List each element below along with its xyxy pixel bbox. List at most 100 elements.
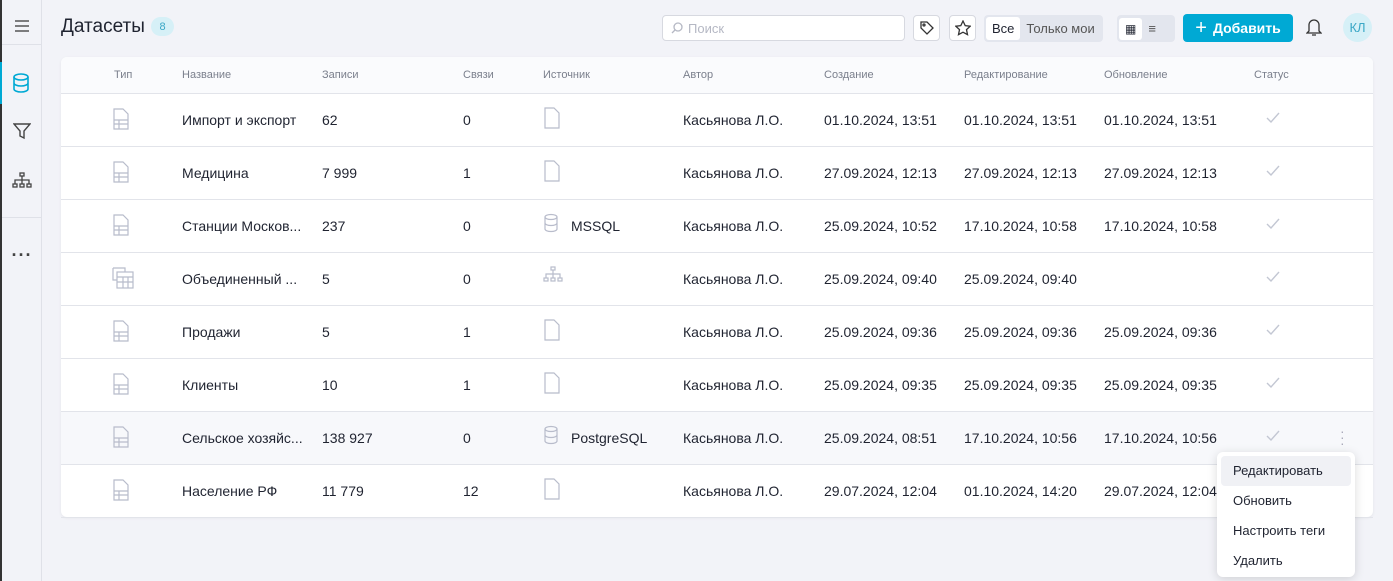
page-title: Датасеты: [61, 16, 145, 37]
col-author[interactable]: Автор: [683, 69, 714, 81]
filter-all[interactable]: Все: [986, 17, 1021, 40]
plus-icon: +: [1195, 16, 1207, 39]
table-row[interactable]: Сельское хозяйс... 138 927 0 PostgreSQL …: [61, 412, 1373, 465]
edited: 25.09.2024, 09:35: [964, 377, 1077, 393]
table-row[interactable]: Станции Москов... 237 0 MSSQL Касьянова …: [61, 200, 1373, 253]
records: 11 779: [322, 483, 364, 499]
edited: 17.10.2024, 10:58: [964, 218, 1077, 234]
records: 237: [322, 218, 346, 234]
links: 0: [463, 112, 471, 128]
col-updated[interactable]: Обновление: [1104, 69, 1168, 81]
links: 1: [463, 165, 471, 181]
table-row[interactable]: Население РФ 11 779 12 Касьянова Л.О. 29…: [61, 465, 1373, 518]
tags-button[interactable]: [913, 15, 940, 41]
col-status[interactable]: Статус: [1254, 69, 1289, 81]
list-view-icon[interactable]: ≡: [1148, 21, 1156, 36]
records: 138 927: [322, 430, 373, 446]
col-links[interactable]: Связи: [463, 69, 494, 81]
more-icon[interactable]: ···: [11, 244, 33, 265]
database-icon: [543, 425, 559, 448]
links: 0: [463, 430, 471, 446]
sidebar-item-filters[interactable]: [2, 116, 42, 146]
file-table-icon: [112, 373, 130, 398]
sidebar-item-datasets[interactable]: [0, 62, 40, 104]
author: Касьянова Л.О.: [683, 324, 784, 340]
count-badge: 8: [151, 17, 174, 36]
search-input[interactable]: [662, 15, 905, 41]
updated: 01.10.2024, 13:51: [1104, 112, 1217, 128]
owner-filter: Все Только мои: [984, 15, 1103, 42]
file-table-icon: [112, 479, 130, 504]
edited: 25.09.2024, 09:36: [964, 324, 1077, 340]
avatar[interactable]: КЛ: [1343, 13, 1372, 42]
dataset-name[interactable]: Импорт и экспорт: [182, 112, 297, 128]
table-row[interactable]: Медицина 7 999 1 Касьянова Л.О. 27.09.20…: [61, 147, 1373, 200]
records: 10: [322, 377, 338, 393]
dataset-name[interactable]: Население РФ: [182, 483, 278, 499]
sidebar-item-hierarchy[interactable]: [2, 165, 42, 195]
author: Касьянова Л.О.: [683, 218, 784, 234]
dataset-name[interactable]: Объединенный ...: [182, 271, 298, 287]
tag-icon: [919, 21, 934, 35]
file-icon: [543, 107, 561, 132]
bell-icon[interactable]: [1305, 17, 1323, 42]
view-toggle: ▦ ≡: [1117, 15, 1175, 42]
menu-delete[interactable]: Удалить: [1233, 553, 1283, 568]
source: PostgreSQL: [571, 430, 648, 446]
col-source[interactable]: Источник: [543, 69, 590, 81]
table-row[interactable]: Продажи 5 1 Касьянова Л.О. 25.09.2024, 0…: [61, 306, 1373, 359]
author: Касьянова Л.О.: [683, 483, 784, 499]
check-icon: [1266, 323, 1280, 339]
favorites-button[interactable]: [949, 15, 976, 41]
file-table-icon: [112, 214, 130, 239]
created: 25.09.2024, 08:51: [824, 430, 937, 446]
more-vertical-icon[interactable]: · · ·: [1340, 423, 1345, 451]
col-name[interactable]: Название: [182, 69, 232, 81]
dataset-name[interactable]: Медицина: [182, 165, 249, 181]
file-icon: [543, 372, 561, 397]
dataset-name[interactable]: Станции Москов...: [182, 218, 302, 234]
table-row[interactable]: Импорт и экспорт 62 0 Касьянова Л.О. 01.…: [61, 94, 1373, 147]
filter-mine[interactable]: Только мои: [1026, 21, 1095, 36]
check-icon: [1266, 270, 1280, 286]
links: 1: [463, 377, 471, 393]
add-button[interactable]: + Добавить: [1183, 14, 1293, 42]
table-header: Тип Название Записи Связи Источник Автор…: [61, 57, 1373, 94]
menu-edit[interactable]: Редактировать: [1221, 456, 1351, 486]
edited: 27.09.2024, 12:13: [964, 165, 1077, 181]
created: 25.09.2024, 09:36: [824, 324, 937, 340]
dataset-name[interactable]: Продажи: [182, 324, 241, 340]
created: 25.09.2024, 09:35: [824, 377, 937, 393]
created: 27.09.2024, 12:13: [824, 165, 937, 181]
menu-icon[interactable]: [2, 11, 42, 41]
col-edited[interactable]: Редактирование: [964, 69, 1048, 81]
menu-tags[interactable]: Настроить теги: [1233, 523, 1326, 538]
col-type[interactable]: Тип: [114, 69, 133, 81]
updated: 25.09.2024, 09:35: [1104, 377, 1217, 393]
context-menu: Редактировать Обновить Настроить теги Уд…: [1217, 452, 1355, 577]
author: Касьянова Л.О.: [683, 430, 784, 446]
dataset-name[interactable]: Сельское хозяйс...: [182, 430, 303, 446]
edited: 17.10.2024, 10:56: [964, 430, 1077, 446]
records: 5: [322, 271, 330, 287]
author: Касьянова Л.О.: [683, 377, 784, 393]
check-icon: [1266, 217, 1280, 233]
links: 12: [463, 483, 479, 499]
file-table-icon: [112, 426, 130, 451]
table-row[interactable]: Клиенты 10 1 Касьянова Л.О. 25.09.2024, …: [61, 359, 1373, 412]
grid-view-icon[interactable]: ▦: [1119, 17, 1143, 40]
col-records[interactable]: Записи: [322, 69, 359, 81]
dataset-name[interactable]: Клиенты: [182, 377, 239, 393]
check-icon: [1266, 429, 1280, 445]
file-icon: [543, 160, 561, 185]
menu-refresh[interactable]: Обновить: [1233, 493, 1292, 508]
col-created[interactable]: Создание: [824, 69, 874, 81]
check-icon: [1266, 164, 1280, 180]
hierarchy-icon: [543, 266, 563, 285]
records: 5: [322, 324, 330, 340]
edited: 01.10.2024, 14:20: [964, 483, 1077, 499]
search-field[interactable]: [688, 20, 888, 36]
check-icon: [1266, 376, 1280, 392]
table-row[interactable]: Объединенный ... 5 0 Касьянова Л.О. 25.0…: [61, 253, 1373, 306]
file-icon: [543, 478, 561, 503]
